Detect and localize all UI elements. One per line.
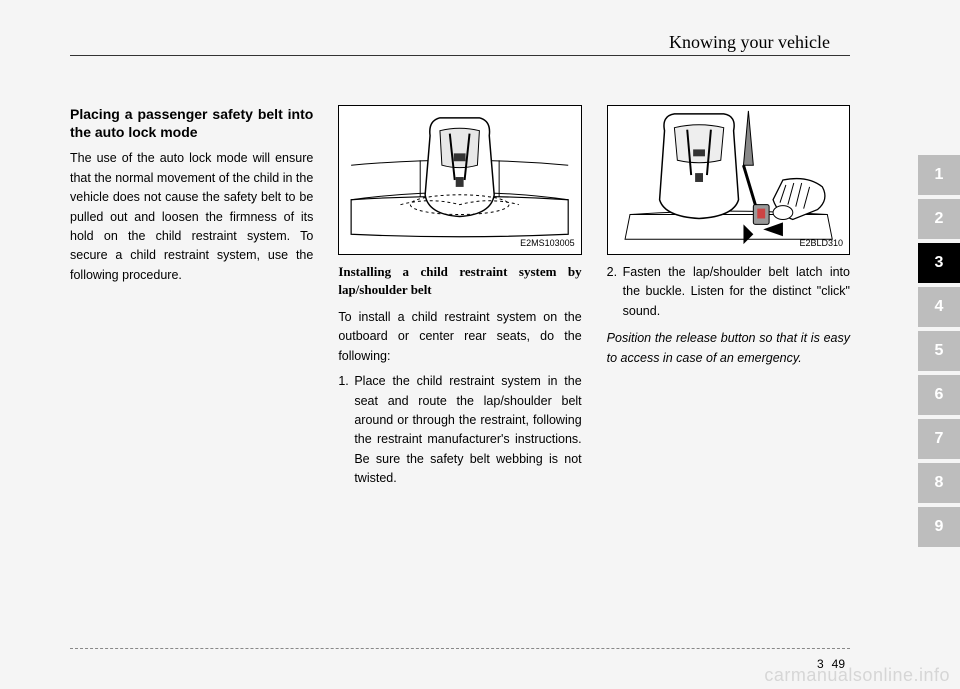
step-2: 2. Fasten the lap/shoulder belt latch in… [607, 263, 850, 321]
tab-8[interactable]: 8 [918, 463, 960, 503]
col2-intro: To install a child restraint system on t… [338, 308, 581, 366]
child-seat-illustration-1 [339, 106, 580, 254]
tab-4[interactable]: 4 [918, 287, 960, 327]
figure1-label: E2MS103005 [520, 237, 575, 251]
column-2: E2MS103005 Installing a child restraint … [338, 105, 581, 488]
tab-5[interactable]: 5 [918, 331, 960, 371]
column-1: Placing a passenger safety belt into the… [70, 105, 313, 488]
release-button-note: Position the release button so that it i… [607, 329, 850, 368]
footer-rule [70, 648, 850, 649]
tab-2[interactable]: 2 [918, 199, 960, 239]
column-3: E2BLD310 2. Fasten the lap/shoulder belt… [607, 105, 850, 488]
section-header: Knowing your vehicle [659, 32, 840, 53]
figure1-caption: Installing a child restraint system by l… [338, 263, 581, 298]
step-1: 1. Place the child restraint system in t… [338, 372, 581, 488]
step-2-number: 2. [607, 263, 623, 321]
tab-7[interactable]: 7 [918, 419, 960, 459]
step-1-number: 1. [338, 372, 354, 488]
step-1-body: Place the child restraint system in the … [354, 372, 581, 488]
content-columns: Placing a passenger safety belt into the… [70, 105, 850, 488]
col1-heading: Placing a passenger safety belt into the… [70, 105, 313, 141]
watermark: carmanualsonline.info [764, 665, 950, 686]
tab-9[interactable]: 9 [918, 507, 960, 547]
tab-1[interactable]: 1 [918, 155, 960, 195]
figure-buckle-latch: E2BLD310 [607, 105, 850, 255]
tab-6[interactable]: 6 [918, 375, 960, 415]
chapter-tabs: 1 2 3 4 5 6 7 8 9 [918, 155, 960, 551]
header-rule [70, 55, 850, 56]
col1-body: The use of the auto lock mode will ensur… [70, 149, 313, 285]
step-2-body: Fasten the lap/shoulder belt latch into … [623, 263, 850, 321]
figure-child-seat-belt-routing: E2MS103005 [338, 105, 581, 255]
tab-3[interactable]: 3 [918, 243, 960, 283]
child-seat-illustration-2 [608, 106, 849, 254]
figure2-label: E2BLD310 [799, 237, 843, 251]
